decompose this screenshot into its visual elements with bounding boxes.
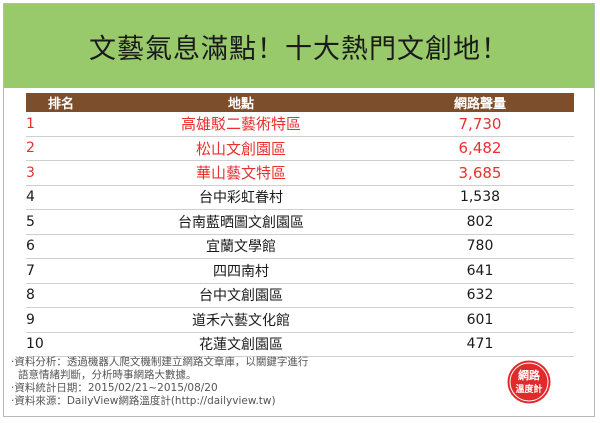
table-row: 6 宜蘭文學館 780 (26, 234, 574, 259)
volume-value: 802 (386, 209, 574, 235)
place-name: 台中文創園區 (96, 283, 386, 308)
rank-cell: 4 (26, 185, 96, 210)
volume-value: 601 (386, 307, 574, 333)
place-name: 松山文創園區 (96, 136, 386, 161)
rank-cell: 1 (26, 112, 96, 137)
rank-cell: 8 (26, 283, 96, 308)
table-row: 1 高雄駁二藝術特區 7,730 (26, 112, 574, 137)
rank-cell: 2 (26, 136, 96, 161)
place-name: 華山藝文特區 (96, 160, 386, 186)
logo-text-bottom: 溫度計 (515, 383, 542, 395)
title-bar: 文藝氣息滿點！十大熱門文創地！ (4, 4, 594, 88)
volume-value: 1,538 (386, 185, 574, 210)
footnotes: ‧資料分析：透過機器人爬文機制建立網路文章庫，以關鍵字進行 語意情緒判斷，分析時… (11, 356, 481, 408)
chart-title: 文藝氣息滿點！十大熱門文創地！ (89, 33, 509, 65)
volume-value: 632 (386, 283, 574, 308)
table-row: 8 台中文創園區 632 (26, 283, 574, 308)
table-row: 4 台中彩虹眷村 1,538 (26, 185, 574, 210)
volume-value: 6,482 (386, 136, 574, 161)
rank-cell: 7 (26, 258, 96, 284)
note-analysis-cont: 語意情緒判斷，分析時事網路大數據。 (18, 369, 197, 381)
volume-value: 471 (386, 332, 574, 357)
volume-value: 780 (386, 234, 574, 259)
header-place: 地點 (96, 93, 386, 112)
place-name: 台南藍晒圖文創園區 (96, 209, 386, 235)
table-row: 7 四四南村 641 (26, 258, 574, 284)
place-name: 宜蘭文學館 (96, 234, 386, 259)
note-date-range: ‧資料統計日期：2015/02/21~2015/08/20 (11, 382, 218, 394)
place-name: 道禾六藝文化館 (96, 307, 386, 333)
place-name: 花蓮文創園區 (96, 332, 386, 357)
table-row: 5 台南藍晒圖文創園區 802 (26, 209, 574, 235)
rank-cell: 3 (26, 160, 96, 186)
note-analysis: ‧資料分析：透過機器人爬文機制建立網路文章庫，以關鍵字進行 (11, 356, 309, 368)
rank-cell: 6 (26, 234, 96, 259)
dailyview-logo: 網路 溫度計 (507, 360, 551, 404)
table-row: 2 松山文創園區 6,482 (26, 136, 574, 161)
table-row: 3 華山藝文特區 3,685 (26, 160, 574, 186)
place-name: 台中彩虹眷村 (96, 185, 386, 210)
rank-cell: 9 (26, 307, 96, 333)
header-rank: 排名 (26, 93, 96, 112)
table-row: 10 花蓮文創園區 471 (26, 332, 574, 357)
volume-value: 3,685 (386, 160, 574, 186)
infographic-frame: 文藝氣息滿點！十大熱門文創地！ 排名 地點 網路聲量 1 高雄駁二藝術特區 7,73… (3, 3, 595, 417)
logo-text-top: 網路 (518, 368, 541, 382)
table-header-row: 排名 地點 網路聲量 (26, 93, 574, 112)
header-volume: 網路聲量 (386, 93, 574, 112)
rank-cell: 10 (26, 332, 96, 357)
ranking-table: 排名 地點 網路聲量 1 高雄駁二藝術特區 7,730 2 松山文創園區 6,482 3 華山… (26, 93, 574, 357)
logo-ring (509, 362, 549, 402)
logo-circle (507, 360, 551, 404)
note-source: ‧資料來源：DailyView網路溫度計(http://dailyview.tw… (11, 395, 276, 407)
volume-value: 641 (386, 258, 574, 284)
place-name: 高雄駁二藝術特區 (96, 112, 386, 137)
table-row: 9 道禾六藝文化館 601 (26, 307, 574, 333)
volume-value: 7,730 (386, 112, 574, 137)
rank-cell: 5 (26, 209, 96, 235)
place-name: 四四南村 (96, 258, 386, 284)
